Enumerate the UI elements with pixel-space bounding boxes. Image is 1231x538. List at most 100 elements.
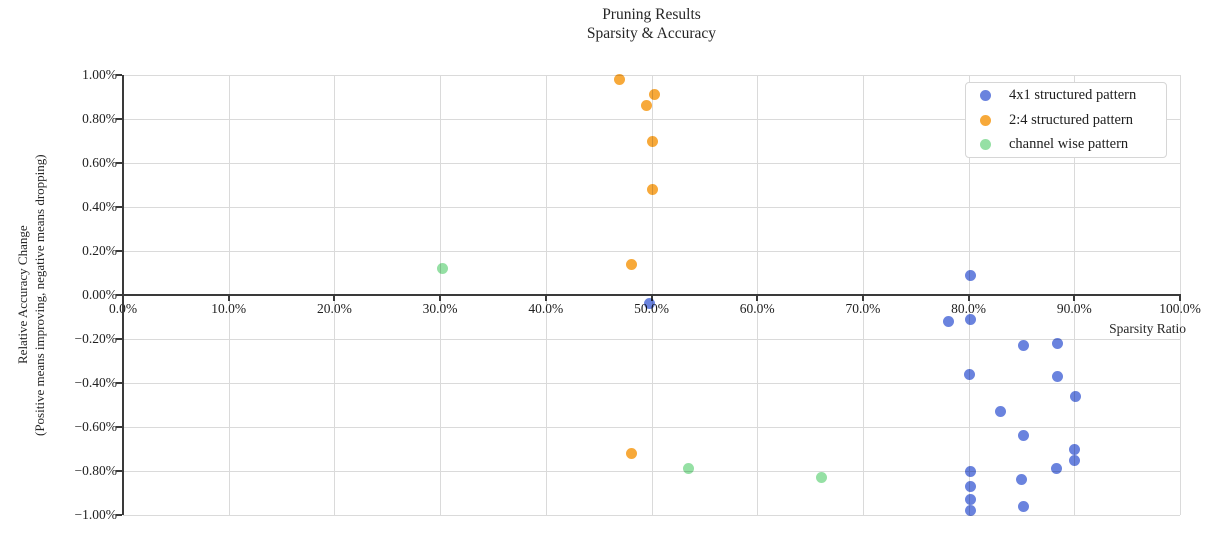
legend-marker-icon: [980, 89, 991, 101]
data-point-channel: [682, 463, 694, 475]
legend-marker-icon: [980, 114, 991, 126]
data-point-4x1: [1018, 340, 1030, 352]
data-point-4x1: [964, 368, 976, 380]
y-axis-label-line2: (Positive means improving, negative mean…: [32, 154, 47, 436]
x-tick-label: 90.0%: [1056, 301, 1092, 316]
x-tick-label: 30.0%: [422, 301, 458, 316]
data-point-4x1: [1068, 454, 1080, 466]
y-tick-mark: [116, 162, 122, 164]
legend-item: channel wise pattern: [966, 132, 1166, 157]
gridline-horizontal: [123, 75, 1180, 76]
gridline-horizontal: [123, 515, 1180, 516]
chart-title: Pruning Results Sparsity & Accuracy: [123, 5, 1180, 43]
data-point-4x1: [965, 313, 977, 325]
x-tick-mark: [1073, 296, 1076, 301]
data-point-4x1: [965, 505, 977, 517]
data-point-4x1: [965, 465, 977, 477]
chart-title-line1: Pruning Results: [602, 6, 701, 23]
gridline-horizontal: [123, 251, 1180, 252]
data-point-2:4: [614, 73, 626, 85]
gridline-horizontal: [123, 207, 1180, 208]
y-tick-label: −0.40%: [74, 375, 117, 390]
data-point-2:4: [647, 183, 659, 195]
data-point-channel: [816, 472, 828, 484]
data-point-4x1: [1069, 390, 1081, 402]
legend-label: 2:4 structured pattern: [1009, 111, 1134, 128]
data-point-4x1: [965, 269, 977, 281]
legend-label: channel wise pattern: [1009, 136, 1129, 153]
data-point-4x1: [965, 494, 977, 506]
y-tick-mark: [116, 338, 122, 340]
x-tick-label: 10.0%: [211, 301, 247, 316]
legend-item: 2:4 structured pattern: [966, 108, 1166, 133]
y-tick-label: 1.00%: [82, 67, 117, 82]
data-point-2:4: [625, 447, 637, 459]
x-tick-mark: [439, 296, 442, 301]
x-tick-mark: [861, 296, 864, 301]
data-point-2:4: [649, 89, 661, 101]
x-tick-label: 100.0%: [1159, 301, 1201, 316]
y-tick-label: −1.00%: [74, 507, 117, 522]
y-axis-label: Relative Accuracy Change (Positive means…: [14, 75, 48, 515]
x-axis-zero-line: [122, 294, 1181, 296]
y-tick-mark: [116, 426, 122, 428]
data-point-4x1: [943, 315, 955, 327]
data-point-2:4: [647, 135, 659, 147]
gridline-horizontal: [123, 427, 1180, 428]
data-point-4x1: [1018, 500, 1030, 512]
gridline-horizontal: [123, 163, 1180, 164]
gridline-horizontal: [123, 383, 1180, 384]
y-tick-label: −0.80%: [74, 463, 117, 478]
y-tick-mark: [116, 382, 122, 384]
y-tick-label: 0.40%: [82, 199, 117, 214]
gridline-horizontal: [123, 119, 1180, 120]
data-point-4x1: [1068, 443, 1080, 455]
y-tick-mark: [116, 514, 122, 516]
x-tick-mark: [544, 296, 547, 301]
x-tick-mark: [227, 296, 230, 301]
y-tick-label: 0.60%: [82, 155, 117, 170]
x-tick-mark: [967, 296, 970, 301]
legend: 4x1 structured pattern 2:4 structured pat…: [965, 82, 1167, 158]
gridline-horizontal: [123, 339, 1180, 340]
x-tick-mark: [122, 296, 124, 301]
legend-label: 4x1 structured pattern: [1009, 86, 1137, 103]
data-point-4x1: [1015, 474, 1027, 486]
chart-title-line2: Sparsity & Accuracy: [586, 25, 717, 42]
data-point-2:4: [640, 100, 652, 112]
y-tick-label: 0.80%: [82, 111, 117, 126]
x-tick-label: 60.0%: [739, 301, 775, 316]
x-tick-label: 70.0%: [845, 301, 881, 316]
gridline-horizontal: [123, 471, 1180, 472]
x-tick-label: 20.0%: [316, 301, 352, 316]
x-tick-mark: [756, 296, 759, 301]
x-tick-mark: [1179, 296, 1181, 301]
data-point-4x1: [1050, 463, 1062, 475]
data-point-4x1: [1051, 370, 1063, 382]
x-tick-label: 80.0%: [951, 301, 987, 316]
x-axis-label: Sparsity Ratio: [1109, 321, 1186, 336]
y-axis-label-line1: Relative Accuracy Change: [15, 225, 30, 365]
y-tick-mark: [116, 206, 122, 208]
y-tick-mark: [116, 294, 122, 296]
legend-marker-icon: [980, 139, 991, 151]
y-tick-label: −0.20%: [74, 331, 117, 346]
data-point-channel: [436, 263, 448, 275]
y-tick-mark: [116, 118, 122, 120]
data-point-2:4: [625, 258, 637, 270]
y-tick-mark: [116, 470, 122, 472]
y-tick-label: 0.20%: [82, 243, 117, 258]
y-tick-mark: [116, 74, 122, 76]
data-point-4x1: [994, 406, 1006, 418]
data-point-4x1: [1018, 430, 1030, 442]
legend-item: 4x1 structured pattern: [966, 83, 1166, 108]
y-tick-label: 0.00%: [82, 287, 117, 302]
y-tick-mark: [116, 250, 122, 252]
data-point-4x1: [643, 298, 655, 310]
x-tick-mark: [333, 296, 336, 301]
data-point-4x1: [965, 480, 977, 492]
data-point-4x1: [1051, 337, 1063, 349]
x-tick-label: 40.0%: [528, 301, 564, 316]
y-tick-label: −0.60%: [74, 419, 117, 434]
